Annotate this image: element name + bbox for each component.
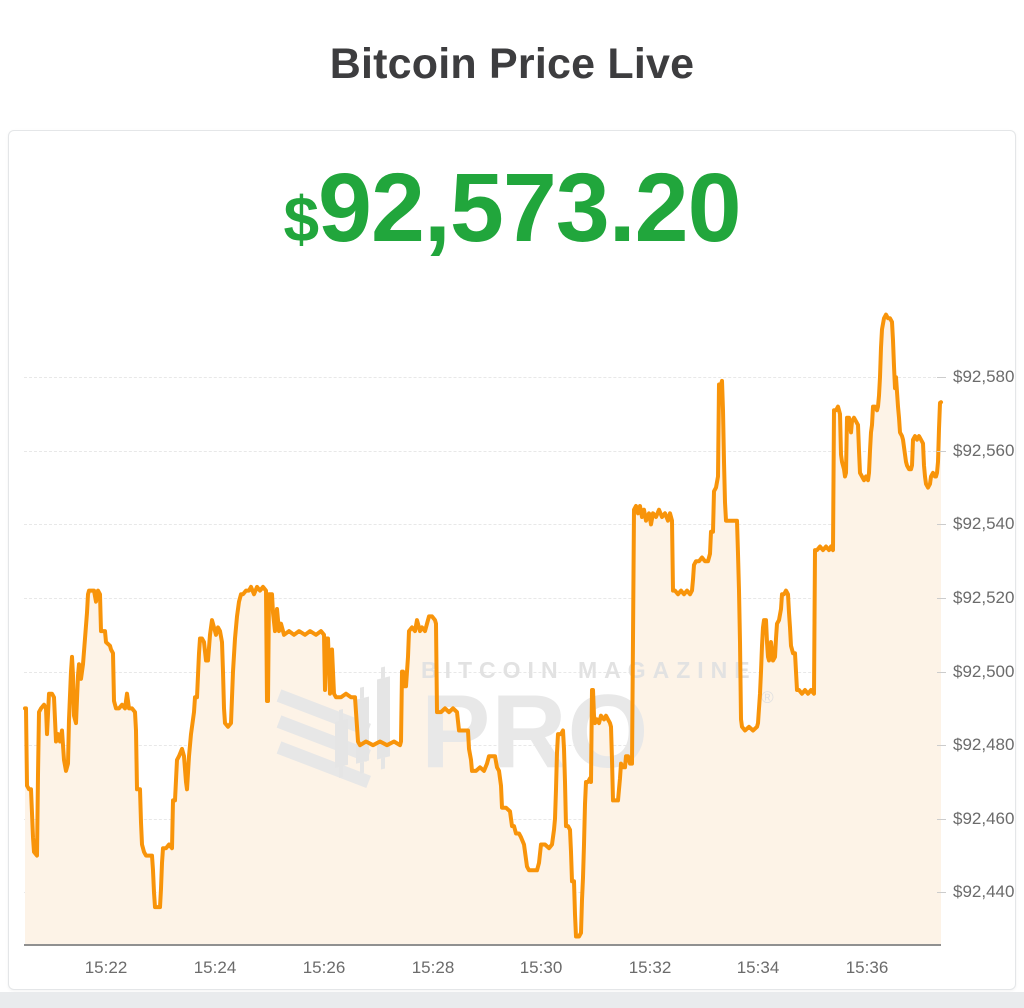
price-value: $92,573.20 (283, 153, 742, 262)
y-axis-label: $92,500 (953, 661, 1015, 681)
area-fill-layer (25, 314, 941, 946)
y-axis-tick (937, 450, 946, 452)
y-axis-label: $92,480 (953, 735, 1015, 755)
price-chart-canvas[interactable]: BITCOIN MAGAZINE PRO ® 15:22 15:24 15:26 15:… (23, 301, 1014, 977)
y-axis-tick (937, 524, 946, 526)
page-bottom-strip (0, 992, 1024, 1008)
y-axis-label: $92,440 (953, 882, 1015, 902)
price-line (23, 312, 943, 939)
page-header: Bitcoin Price Live (0, 0, 1024, 128)
y-axis-label: $92,540 (953, 514, 1015, 534)
gridline (24, 597, 941, 599)
y-axis-label: $92,460 (953, 808, 1015, 828)
gridline (24, 524, 941, 526)
x-axis-label: 15:30 (519, 958, 563, 977)
y-axis-tick (937, 597, 946, 599)
price-area (25, 314, 941, 946)
current-price: $92,573.20 (9, 153, 1015, 262)
y-axis-tick (937, 892, 946, 894)
page-title: Bitcoin Price Live (329, 39, 695, 88)
chart-card: $92,573.20 BITCOIN MAGAZINE PRO ® (8, 130, 1016, 990)
y-axis-label: $92,560 (953, 440, 1015, 460)
x-axis-label: 15:32 (628, 958, 672, 977)
y-axis-tick (937, 671, 946, 673)
price-amount: 92,573.20 (318, 153, 742, 262)
x-axis-label: 15:28 (411, 958, 455, 977)
y-axis-tick (937, 745, 946, 747)
gridline (24, 450, 941, 452)
y-axis-tick (937, 818, 946, 820)
x-axis-label: 15:24 (193, 958, 237, 977)
x-axis-label: 15:36 (845, 958, 889, 977)
y-axis-label: $92,580 (953, 367, 1015, 387)
x-axis-label: 15:34 (736, 958, 780, 977)
gridline (24, 745, 941, 747)
x-axis-line (24, 944, 941, 946)
gridline (24, 377, 941, 379)
x-axis-label: 15:22 (84, 958, 128, 977)
gridline (24, 671, 941, 673)
y-axis-label: $92,520 (953, 587, 1015, 607)
currency-symbol: $ (283, 183, 319, 255)
y-axis-tick (937, 377, 946, 379)
line-layer (23, 312, 943, 939)
x-axis-label: 15:26 (302, 958, 346, 977)
